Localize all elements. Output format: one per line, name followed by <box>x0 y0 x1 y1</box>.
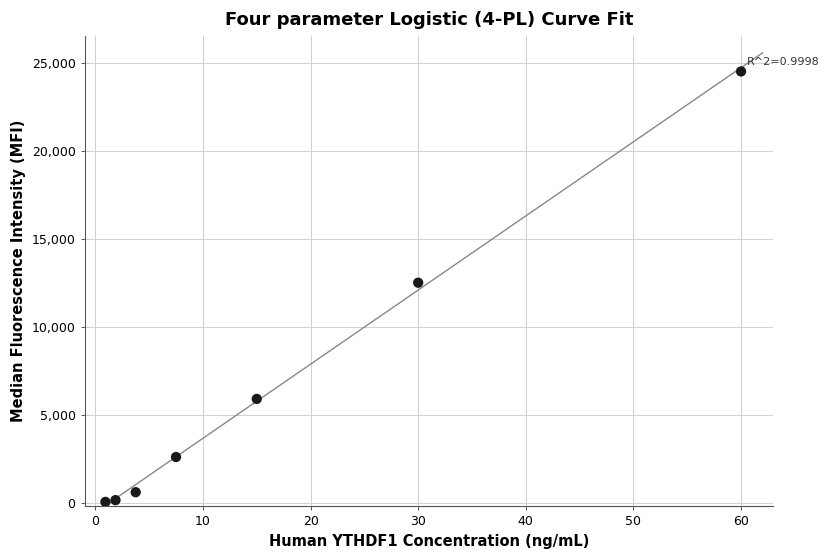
Text: R^2=0.9998: R^2=0.9998 <box>746 57 820 67</box>
Point <box>735 67 748 76</box>
X-axis label: Human YTHDF1 Concentration (ng/mL): Human YTHDF1 Concentration (ng/mL) <box>269 534 589 549</box>
Point <box>129 488 142 497</box>
Point <box>99 497 112 506</box>
Point <box>250 394 264 403</box>
Y-axis label: Median Fluorescence Intensity (MFI): Median Fluorescence Intensity (MFI) <box>11 120 26 422</box>
Title: Four parameter Logistic (4-PL) Curve Fit: Four parameter Logistic (4-PL) Curve Fit <box>225 11 633 29</box>
Point <box>170 452 183 461</box>
Point <box>109 496 122 505</box>
Point <box>412 278 425 287</box>
